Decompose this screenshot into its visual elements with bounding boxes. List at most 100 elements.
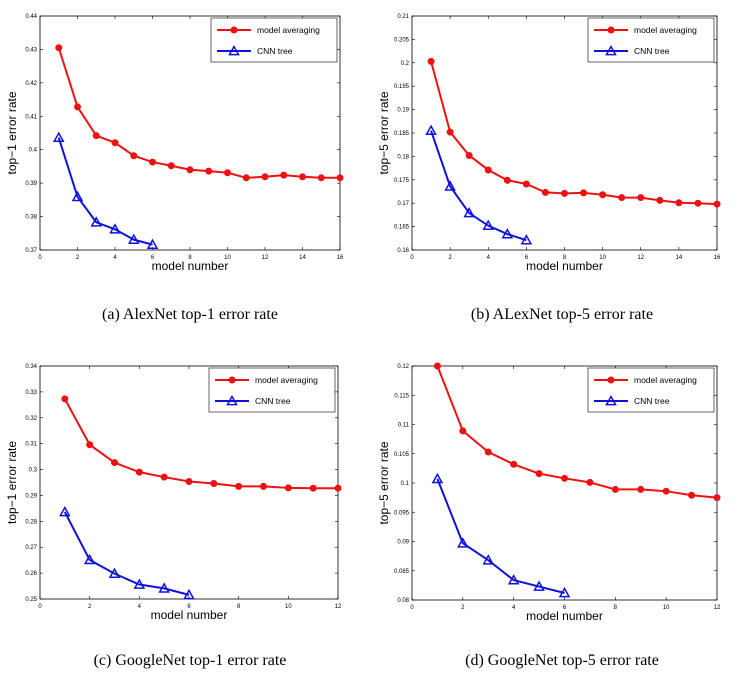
x-tick-label: 8: [614, 605, 618, 611]
data-point: [52, 131, 65, 143]
data-point: [713, 494, 721, 502]
legend-label: model averaging: [257, 25, 320, 35]
x-axis-label: model number: [526, 609, 603, 623]
data-point: [183, 588, 195, 600]
data-point: [149, 158, 156, 166]
x-tick-label: 0: [38, 604, 42, 610]
data-point: [186, 166, 194, 174]
data-point: [520, 234, 533, 245]
data-point: [541, 188, 549, 196]
x-tick-label: 0: [410, 255, 414, 261]
data-point: [242, 174, 250, 182]
y-tick-label: 0.21: [397, 14, 409, 20]
chart-3: 0 2 4 6 8 10 12 0.08 0.085 0.09 0.095 0.1 0.105 0.11 0…: [377, 362, 721, 623]
data-point: [465, 151, 473, 159]
x-tick-label: 4: [487, 255, 491, 261]
data-point: [507, 574, 520, 585]
caption-d: (d) GoogleNet top-5 error rate: [465, 652, 659, 669]
y-axis-label: top−1 error rate: [5, 441, 19, 524]
y-tick-label: 0.31: [25, 442, 37, 448]
x-tick-label: 12: [714, 605, 721, 611]
data-point: [260, 482, 267, 490]
y-tick-label: 0.1: [401, 481, 410, 487]
data-point: [86, 441, 94, 449]
data-point: [74, 103, 81, 111]
legend-label: model averaging: [634, 375, 697, 385]
data-point: [210, 480, 218, 488]
data-point: [484, 448, 492, 456]
data-point: [235, 482, 243, 490]
data-point: [309, 484, 317, 492]
x-tick-label: 4: [512, 605, 516, 611]
data-point: [637, 194, 645, 202]
data-point: [336, 174, 344, 182]
y-tick-label: 0.2: [401, 61, 410, 67]
data-point: [484, 166, 492, 174]
y-tick-label: 0.25: [25, 597, 37, 603]
chart-1: 0 2 4 6 8 10 12 14 16 0.16 0.165 0.17 0.175 0.18 0.185…: [377, 14, 721, 273]
data-point: [299, 173, 306, 181]
x-tick-label: 8: [188, 255, 192, 261]
x-tick-label: 2: [88, 604, 92, 610]
x-tick-label: 2: [448, 255, 452, 261]
y-tick-label: 0.34: [25, 364, 37, 370]
legend-marker: [230, 26, 238, 34]
data-point: [433, 362, 441, 370]
data-point: [611, 485, 619, 493]
y-tick-label: 0.4: [29, 148, 38, 154]
x-tick-label: 0: [410, 605, 414, 611]
data-point: [130, 152, 138, 160]
x-tick-label: 6: [525, 255, 529, 261]
series-line-1: [63, 511, 190, 596]
x-tick-label: 8: [563, 255, 567, 261]
data-point: [111, 459, 118, 467]
y-tick-label: 0.33: [25, 390, 37, 396]
series-line-0: [57, 47, 340, 179]
y-axis-label: top−1 error rate: [5, 91, 19, 174]
y-tick-label: 0.16: [397, 248, 409, 254]
legend-marker: [607, 26, 615, 34]
data-point: [92, 132, 100, 140]
legend-label: CNN tree: [257, 46, 293, 56]
data-point: [535, 470, 543, 478]
data-point: [109, 223, 121, 234]
y-tick-label: 0.27: [25, 545, 37, 551]
data-point: [317, 174, 325, 182]
data-point: [83, 553, 96, 565]
data-point: [167, 162, 175, 170]
x-tick-label: 10: [224, 255, 231, 261]
y-tick-label: 0.085: [394, 569, 410, 575]
x-tick-label: 2: [461, 605, 465, 611]
y-tick-label: 0.43: [25, 47, 37, 53]
x-axis-label: model number: [152, 259, 229, 273]
chart-2: 0 2 4 6 8 10 12 0.25 0.26 0.27 0.28 0.29 0.3 0.31 0.32…: [5, 364, 342, 622]
x-tick-label: 6: [563, 605, 567, 611]
data-point: [675, 199, 683, 207]
data-point: [561, 474, 568, 482]
data-point: [558, 586, 571, 598]
legend-label: model averaging: [255, 375, 318, 385]
legend-label: CNN tree: [634, 46, 670, 56]
data-point: [586, 478, 594, 486]
y-tick-label: 0.175: [394, 178, 410, 184]
data-point: [444, 180, 456, 191]
data-point: [71, 190, 84, 202]
x-tick-label: 14: [676, 255, 683, 261]
data-point: [503, 176, 511, 184]
x-tick-label: 16: [714, 255, 721, 261]
data-point: [146, 238, 159, 250]
y-tick-label: 0.185: [394, 131, 410, 137]
y-tick-label: 0.08: [397, 598, 409, 604]
x-tick-label: 10: [599, 255, 606, 261]
y-tick-label: 0.12: [397, 364, 409, 370]
x-tick-label: 16: [337, 255, 344, 261]
series-line-0: [436, 365, 718, 499]
legend-marker: [226, 394, 238, 406]
x-tick-label: 10: [285, 604, 292, 610]
data-point: [205, 167, 213, 175]
y-tick-label: 0.26: [25, 571, 37, 577]
data-point: [431, 472, 444, 484]
data-point: [133, 578, 146, 589]
data-point: [185, 477, 193, 485]
